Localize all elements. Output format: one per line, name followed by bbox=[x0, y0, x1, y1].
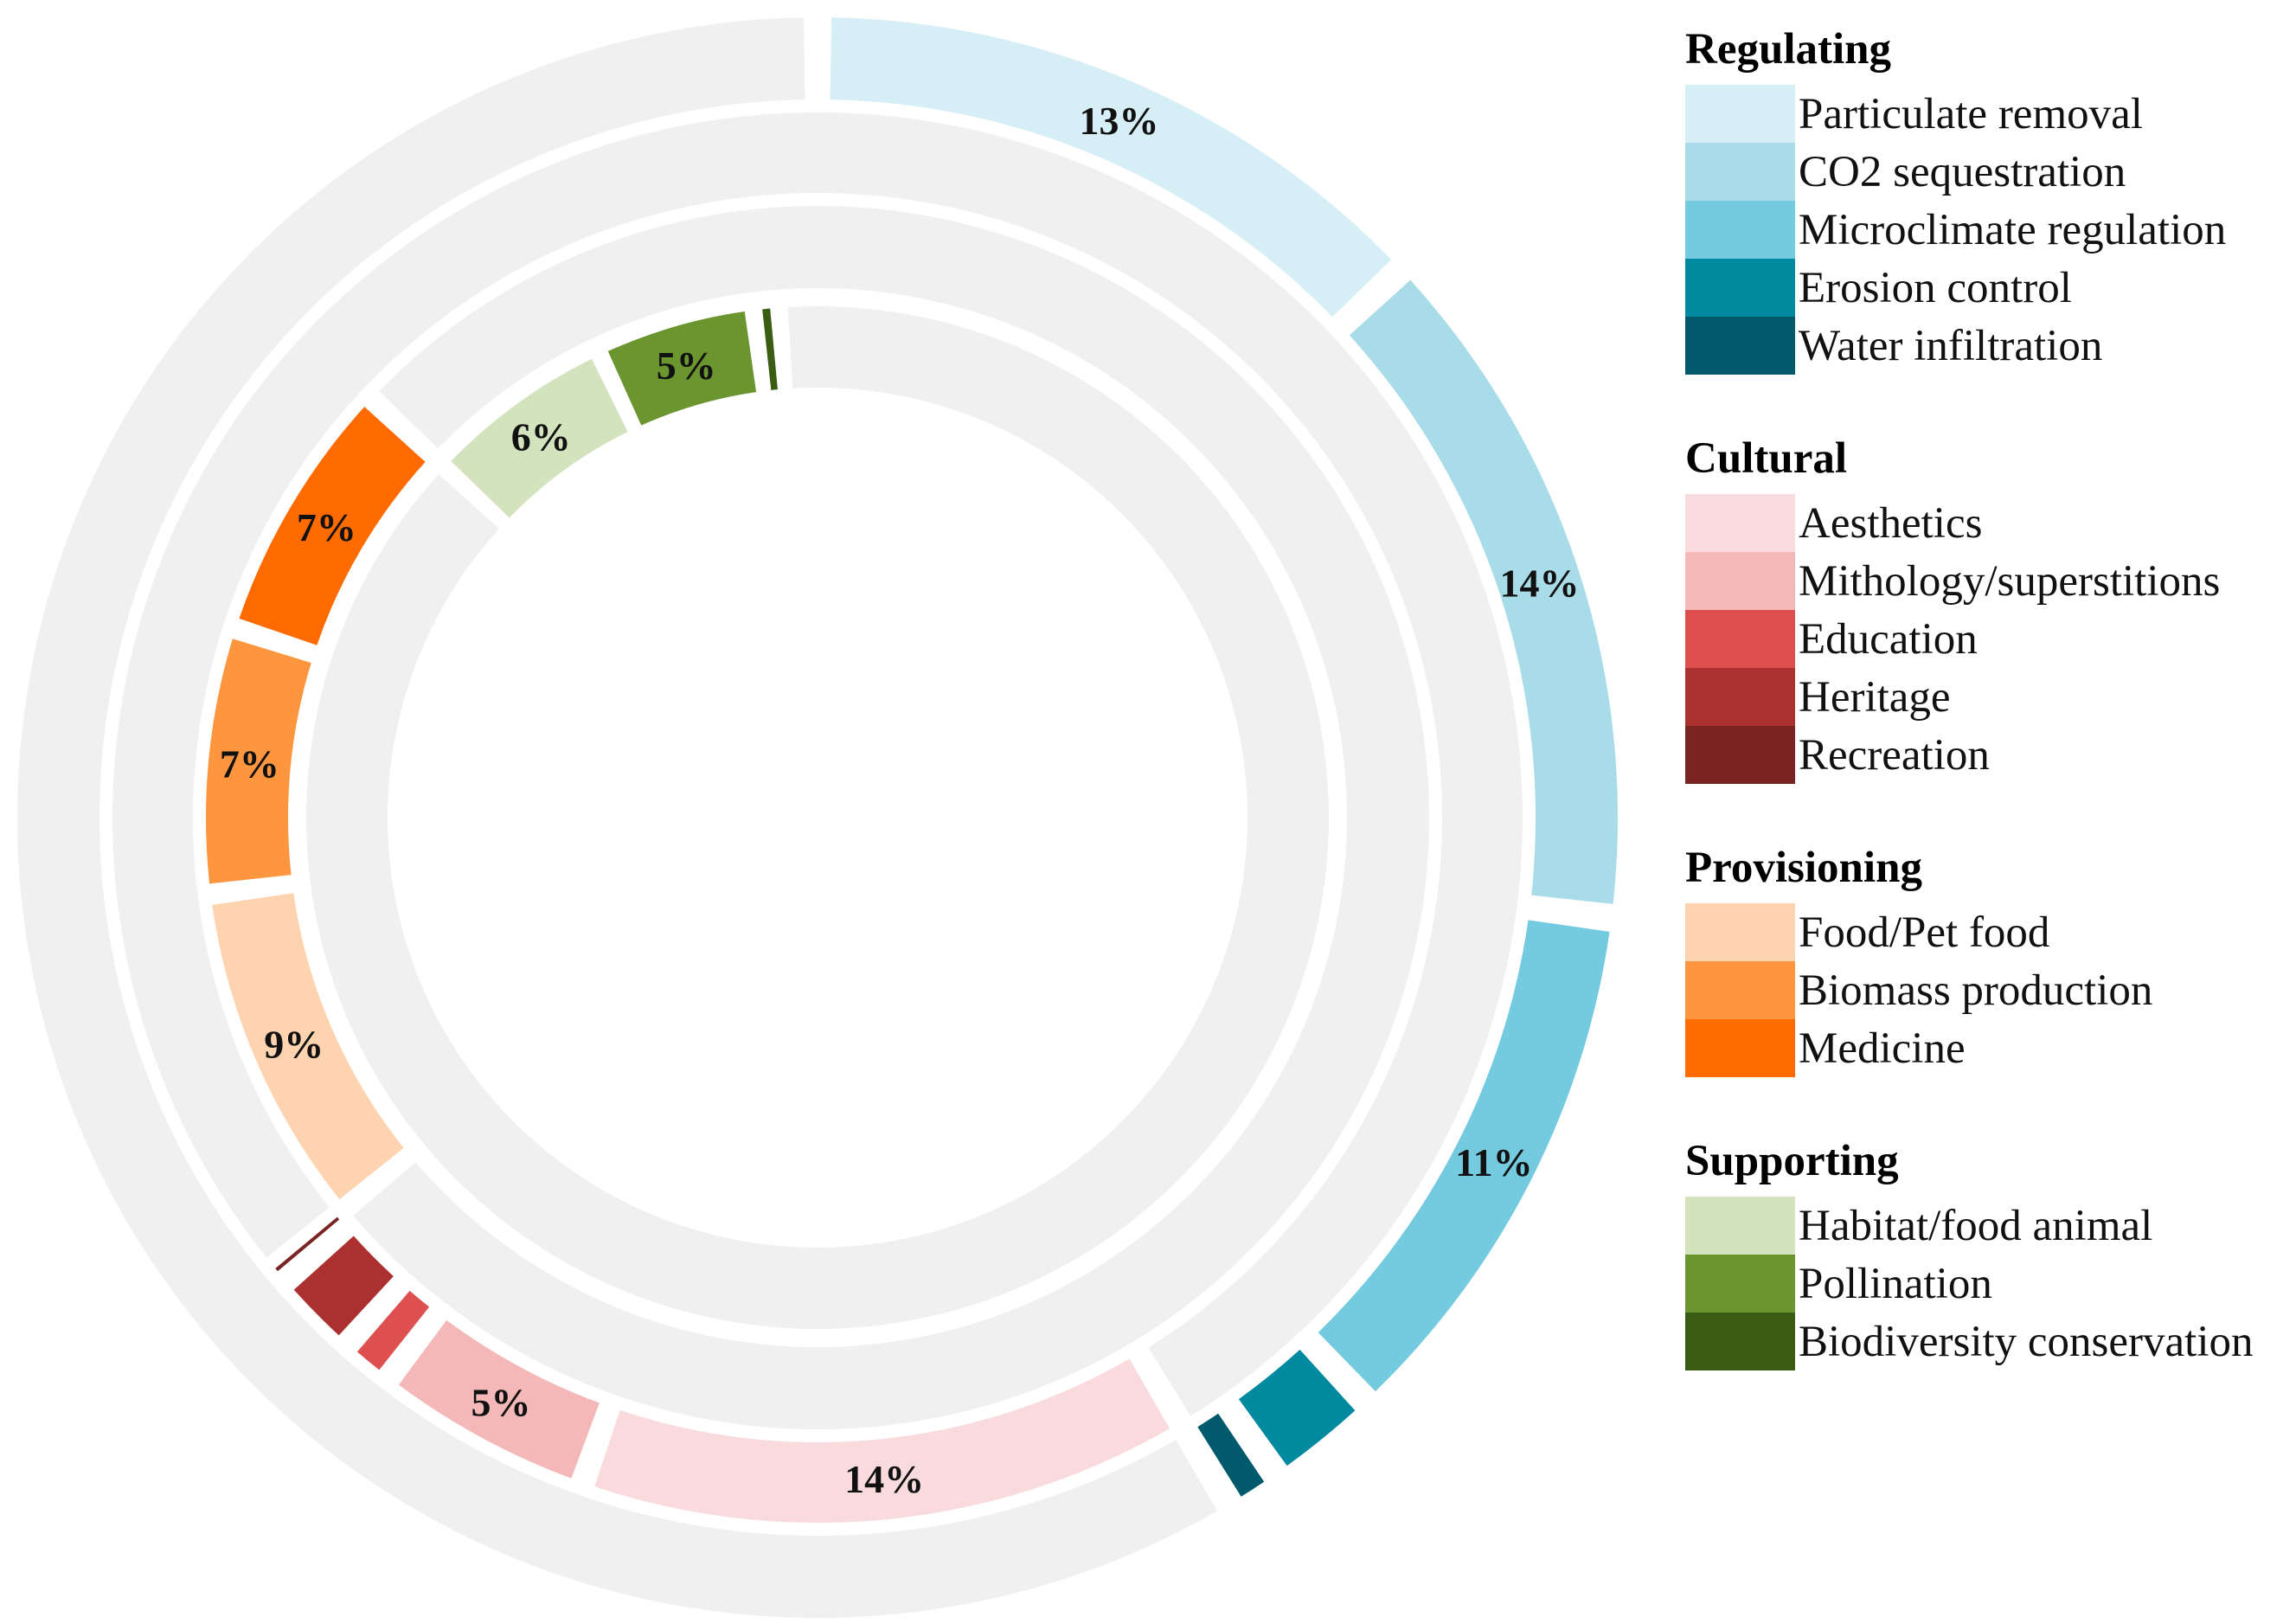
legend-group-title: Cultural bbox=[1685, 434, 1848, 483]
legend-swatch bbox=[1685, 1019, 1795, 1077]
legend-group-provisioning: Provisioning Food/Pet food Biomass product… bbox=[1685, 838, 2291, 1077]
legend-label: Education bbox=[1799, 614, 1978, 664]
slice-recreation bbox=[275, 1216, 340, 1272]
legend-swatch bbox=[1685, 552, 1795, 610]
legend-swatch bbox=[1685, 259, 1795, 317]
legend-entry: Medicine bbox=[1685, 1019, 2291, 1077]
legend-swatch bbox=[1685, 1313, 1795, 1370]
legend-entry: Water infiltration bbox=[1685, 317, 2291, 375]
slice-habitat-food-animal bbox=[451, 358, 628, 518]
legend-label: Particulate removal bbox=[1799, 89, 2143, 138]
legend-label: Erosion control bbox=[1799, 263, 2072, 312]
slice-co2-sequestration bbox=[1349, 279, 1618, 904]
legend-swatch bbox=[1685, 903, 1795, 961]
legend-label: Mithology/superstitions bbox=[1799, 556, 2221, 606]
legend-swatch bbox=[1685, 1255, 1795, 1313]
data-label-biomass-production: 7% bbox=[220, 741, 279, 786]
legend-swatch bbox=[1685, 494, 1795, 552]
slice-mithology-superstitions bbox=[398, 1319, 600, 1479]
legend-swatch bbox=[1685, 726, 1795, 784]
legend-entry: Mithology/superstitions bbox=[1685, 552, 2291, 610]
slice-erosion-control bbox=[1238, 1349, 1356, 1467]
legend-label: Recreation bbox=[1799, 730, 1990, 780]
legend-label: Microclimate regulation bbox=[1799, 205, 2227, 254]
slice-biodiversity-conservation bbox=[762, 308, 778, 390]
legend-entry: Biodiversity conservation bbox=[1685, 1313, 2291, 1370]
legend-label: Food/Pet food bbox=[1799, 908, 2050, 957]
data-label-habitat-food-animal: 6% bbox=[511, 414, 571, 459]
legend-entry: Pollination bbox=[1685, 1255, 2291, 1313]
data-label-aesthetics: 14% bbox=[844, 1457, 924, 1501]
ring-track-provisioning bbox=[353, 206, 1429, 1430]
slice-water-infiltration bbox=[1197, 1413, 1265, 1497]
data-label-food-pet-food: 9% bbox=[264, 1022, 324, 1066]
legend-entry: Erosion control bbox=[1685, 259, 2291, 317]
legend-group-supporting: Supporting Habitat/food animal Pollination… bbox=[1685, 1131, 2291, 1370]
donut-chart: 13% 14% 11% 14% 5% 9% 7% 7% 6% 5% bbox=[17, 17, 1618, 1619]
legend-label: Water infiltration bbox=[1799, 321, 2103, 370]
legend-swatch bbox=[1685, 201, 1795, 259]
slice-aesthetics bbox=[594, 1358, 1170, 1523]
data-label-particulate-removal: 13% bbox=[1079, 99, 1158, 143]
legend-label: Biodiversity conservation bbox=[1799, 1317, 2254, 1366]
legend-label: Aesthetics bbox=[1799, 498, 1983, 548]
legend-label: CO2 sequestration bbox=[1799, 147, 2126, 196]
slice-education bbox=[356, 1290, 430, 1370]
legend-entry: Habitat/food animal bbox=[1685, 1197, 2291, 1255]
legend-entry: Heritage bbox=[1685, 668, 2291, 726]
legend-label: Biomass production bbox=[1799, 966, 2153, 1015]
slice-heritage bbox=[293, 1236, 394, 1336]
slice-particulate-removal bbox=[830, 17, 1392, 318]
legend-entry: Education bbox=[1685, 610, 2291, 668]
legend-entry: Biomass production bbox=[1685, 961, 2291, 1019]
legend-label: Medicine bbox=[1799, 1024, 1966, 1073]
legend-swatch bbox=[1685, 668, 1795, 726]
slice-pollination bbox=[607, 311, 757, 426]
legend-swatch bbox=[1685, 961, 1795, 1019]
legend-entry: CO2 sequestration bbox=[1685, 143, 2291, 201]
legend-label: Habitat/food animal bbox=[1799, 1201, 2153, 1250]
slice-biomass-production bbox=[206, 639, 311, 884]
data-label-mithology-superstitions: 5% bbox=[471, 1380, 531, 1424]
legend-group-cultural: Cultural Aesthetics Mithology/superstition… bbox=[1685, 428, 2291, 784]
legend-entry: Particulate removal bbox=[1685, 85, 2291, 143]
legend-swatch bbox=[1685, 143, 1795, 201]
legend-swatch bbox=[1685, 317, 1795, 375]
slice-microclimate-regulation bbox=[1318, 920, 1610, 1392]
legend-swatch bbox=[1685, 85, 1795, 143]
slice-food-pet-food bbox=[212, 893, 404, 1200]
legend-entry: Recreation bbox=[1685, 726, 2291, 784]
legend-entry: Microclimate regulation bbox=[1685, 201, 2291, 259]
data-label-medicine: 7% bbox=[297, 505, 356, 549]
legend-entry: Aesthetics bbox=[1685, 494, 2291, 552]
legend-label: Pollination bbox=[1799, 1259, 1992, 1308]
legend-group-title: Supporting bbox=[1685, 1137, 1899, 1185]
legend-swatch bbox=[1685, 1197, 1795, 1255]
legend-group-title: Provisioning bbox=[1685, 844, 1922, 892]
legend-group-regulating: Regulating Particulate removal CO2 sequest… bbox=[1685, 19, 2291, 375]
slice-medicine bbox=[239, 407, 426, 645]
legend: Regulating Particulate removal CO2 sequest… bbox=[1685, 19, 2291, 1424]
data-label-pollination: 5% bbox=[657, 343, 716, 388]
legend-label: Heritage bbox=[1799, 672, 1951, 722]
legend-group-title: Regulating bbox=[1685, 25, 1892, 74]
data-label-microclimate-regulation: 11% bbox=[1455, 1140, 1532, 1184]
data-label-co2-sequestration: 14% bbox=[1500, 561, 1580, 605]
legend-swatch bbox=[1685, 610, 1795, 668]
legend-entry: Food/Pet food bbox=[1685, 903, 2291, 961]
